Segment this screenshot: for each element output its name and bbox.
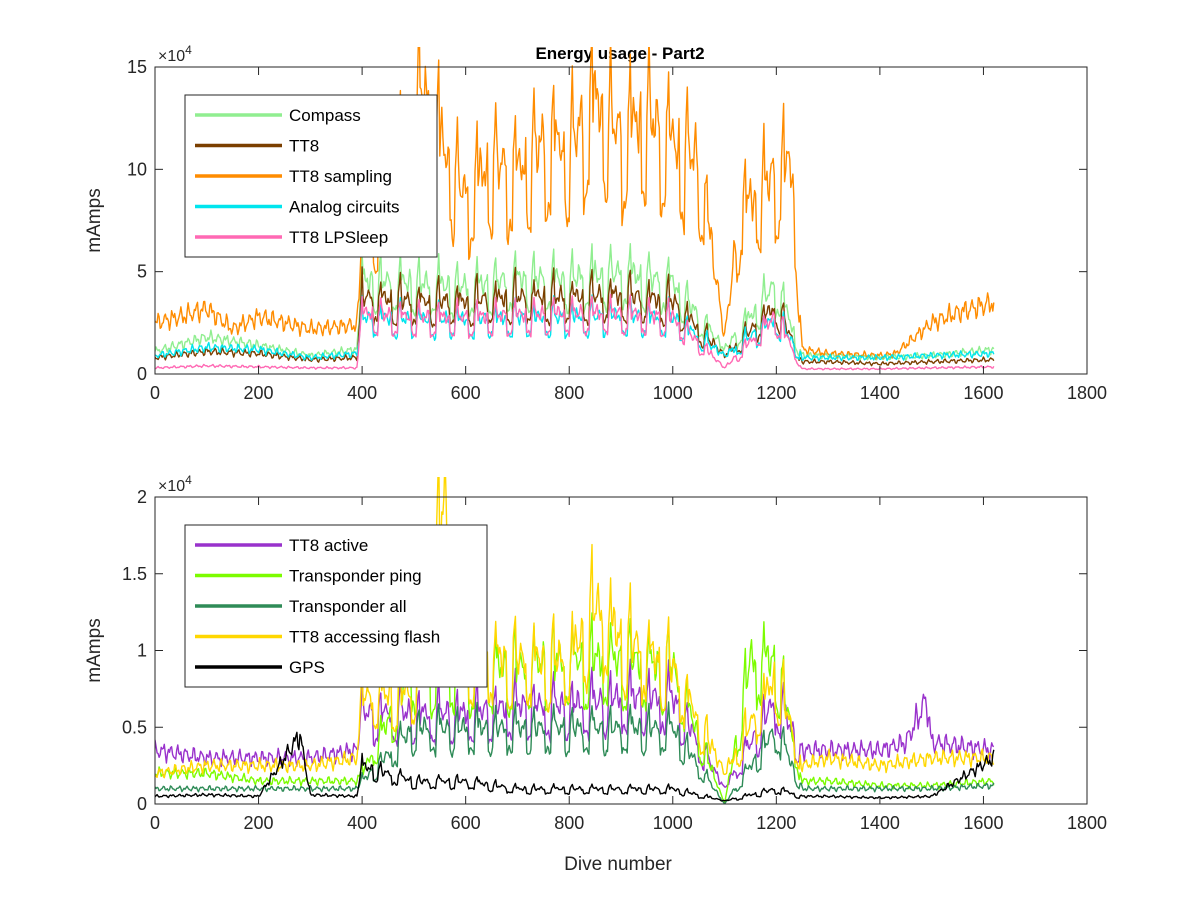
series-line-5 bbox=[155, 731, 995, 802]
x-tick-label: 1600 bbox=[963, 383, 1003, 403]
x-tick-label: 1800 bbox=[1067, 383, 1107, 403]
legend-label: Analog circuits bbox=[289, 198, 400, 217]
x-tick-label: 200 bbox=[244, 813, 274, 833]
plot-bottom-ticks: 0 200 400 600 800 1000 1200 1400 1600 1800 0 0.5 1 1.… bbox=[122, 487, 1107, 833]
x-tick-label: 1200 bbox=[756, 813, 796, 833]
plot-top-y-axis-label: mAmps bbox=[84, 188, 105, 252]
x-tick-label: 200 bbox=[244, 383, 274, 403]
y-tick-label: 15 bbox=[127, 57, 147, 77]
x-tick-label: 1600 bbox=[963, 813, 1003, 833]
chart-title: Energy usage - Part2 bbox=[535, 44, 704, 63]
x-tick-label: 1000 bbox=[653, 813, 693, 833]
legend-label: TT8 accessing flash bbox=[289, 628, 440, 647]
plot-bottom: 0 200 400 600 800 1000 1200 1400 1600 1800 0 0.5 1 1.… bbox=[84, 473, 1107, 875]
y-tick-label: 2 bbox=[137, 487, 147, 507]
x-tick-label: 0 bbox=[150, 813, 160, 833]
plot-top-series-lines bbox=[155, 47, 995, 371]
legend-label: TT8 sampling bbox=[289, 167, 392, 186]
plot-top-exponent-label: ×104 bbox=[158, 43, 192, 65]
plot-bottom-exponent-label: ×104 bbox=[158, 473, 192, 495]
y-tick-label: 1 bbox=[137, 641, 147, 661]
legend-label: Transponder all bbox=[289, 597, 407, 616]
series-line-1 bbox=[155, 658, 995, 788]
legend-label: TT8 active bbox=[289, 536, 368, 555]
plot-bottom-series-lines bbox=[155, 477, 995, 804]
x-tick-label: 400 bbox=[347, 383, 377, 403]
legend-label: TT8 LPSleep bbox=[289, 228, 388, 247]
x-tick-label: 800 bbox=[554, 813, 584, 833]
series-line-5 bbox=[155, 293, 995, 371]
x-tick-label: 400 bbox=[347, 813, 377, 833]
x-tick-label: 1400 bbox=[860, 813, 900, 833]
plot-bottom-y-axis-label: mAmps bbox=[84, 618, 105, 682]
x-tick-label: 800 bbox=[554, 383, 584, 403]
y-tick-label: 10 bbox=[127, 159, 147, 179]
plot-bottom-legend: TT8 active Transponder ping Transponder al… bbox=[184, 524, 488, 688]
legend-label: Transponder ping bbox=[289, 567, 422, 586]
legend-label: Compass bbox=[289, 106, 361, 125]
series-line-4 bbox=[155, 294, 995, 362]
plot-top-legend: Compass TT8 TT8 sampling Analog circuits TT8… bbox=[184, 94, 438, 258]
y-tick-label: 0 bbox=[137, 364, 147, 384]
y-tick-label: 0 bbox=[137, 794, 147, 814]
y-tick-label: 5 bbox=[137, 262, 147, 282]
plot-top-axes-box bbox=[154, 66, 1088, 375]
x-tick-label: 1000 bbox=[653, 383, 693, 403]
legend-label: TT8 bbox=[289, 137, 319, 156]
x-tick-label: 1200 bbox=[756, 383, 796, 403]
x-tick-label: 600 bbox=[451, 383, 481, 403]
legend-label: GPS bbox=[289, 658, 325, 677]
y-tick-label: 1.5 bbox=[122, 564, 147, 584]
plot-top: 0 200 400 600 800 1000 1200 1400 1600 1800051015 … bbox=[84, 43, 1107, 403]
x-tick-label: 0 bbox=[150, 383, 160, 403]
x-tick-label: 1400 bbox=[860, 383, 900, 403]
y-tick-label: 0.5 bbox=[122, 717, 147, 737]
plot-bottom-x-axis-label: Dive number bbox=[564, 854, 672, 875]
x-tick-label: 1800 bbox=[1067, 813, 1107, 833]
series-line-2 bbox=[155, 266, 995, 367]
series-line-3 bbox=[155, 701, 995, 804]
series-line-4 bbox=[155, 477, 995, 779]
plot-top-ticks: 0 200 400 600 800 1000 1200 1400 1600 1800 0 5 10 15 bbox=[127, 57, 1107, 403]
x-tick-label: 600 bbox=[451, 813, 481, 833]
